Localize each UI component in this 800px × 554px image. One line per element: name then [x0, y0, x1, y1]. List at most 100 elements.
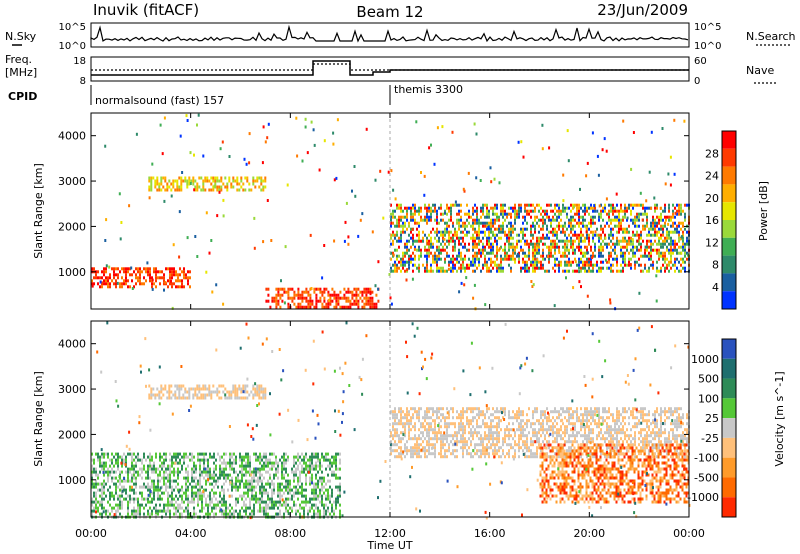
heatmap-cell — [612, 257, 614, 261]
heatmap-cell — [201, 509, 203, 513]
heatmap-cell — [257, 500, 259, 504]
heatmap-cell — [404, 455, 406, 459]
heatmap-cell — [668, 248, 670, 252]
heatmap-cell — [414, 437, 416, 441]
heatmap-cell — [480, 440, 482, 444]
heatmap-cell — [428, 425, 430, 429]
heatmap-cell — [313, 455, 315, 459]
heatmap-cell — [494, 236, 496, 240]
heatmap-cell — [608, 218, 610, 222]
heatmap-cell — [452, 233, 454, 237]
heatmap-cell — [309, 302, 312, 306]
heatmap-cell — [291, 509, 293, 513]
heatmap-cell — [430, 209, 432, 213]
heatmap-cell — [331, 464, 333, 468]
heatmap-cell — [229, 455, 231, 459]
heatmap-cell — [402, 410, 404, 414]
heatmap-cell — [231, 464, 233, 468]
heatmap-cell — [472, 269, 474, 273]
heatmap-cell — [293, 485, 295, 489]
heatmap-cell — [148, 196, 151, 200]
heatmap-cell — [616, 239, 618, 243]
heatmap-cell — [297, 302, 300, 306]
heatmap-cell — [150, 396, 153, 400]
heatmap-cell — [676, 227, 678, 231]
heatmap-cell — [440, 437, 442, 441]
heatmap-cell — [157, 270, 159, 274]
heatmap-cell — [293, 473, 295, 477]
heatmap-cell — [165, 452, 167, 456]
heatmap-cell — [170, 396, 173, 400]
heatmap-cell — [432, 257, 434, 261]
heatmap-cell — [332, 142, 335, 146]
heatmap-cell — [169, 473, 171, 477]
heatmap-cell — [476, 236, 478, 240]
heatmap-cell — [648, 239, 650, 243]
heatmap-cell — [137, 276, 139, 280]
heatmap-cell — [141, 485, 143, 489]
heatmap-cell — [662, 242, 664, 246]
heatmap-cell — [612, 227, 614, 231]
heatmap-cell — [492, 224, 494, 228]
heatmap-cell — [295, 509, 297, 513]
heatmap-cell — [547, 255, 549, 259]
heatmap-cell — [510, 224, 512, 228]
heatmap-cell — [458, 203, 460, 207]
heatmap-cell — [460, 419, 462, 423]
heatmap-cell — [616, 224, 618, 228]
heatmap-cell — [426, 410, 428, 414]
heatmap-cell — [311, 503, 313, 507]
heatmap-cell — [472, 233, 474, 237]
heatmap-cell — [173, 452, 175, 456]
heatmap-cell — [538, 209, 540, 213]
heatmap-cell — [490, 230, 492, 234]
heatmap-cell — [608, 266, 610, 270]
heatmap-cell — [474, 218, 476, 222]
heatmap-cell — [201, 503, 203, 507]
heatmap-cell — [256, 393, 259, 397]
heatmap-cell — [434, 425, 436, 429]
heatmap-cell — [442, 218, 444, 222]
heatmap-cell — [570, 263, 572, 267]
heatmap-cell — [430, 266, 432, 270]
heatmap-cell — [169, 270, 171, 274]
heatmap-cell — [168, 396, 171, 400]
heatmap-cell — [490, 437, 492, 441]
heatmap-cell — [95, 491, 97, 495]
heatmap-cell — [239, 458, 241, 462]
heatmap-cell — [283, 473, 285, 477]
heatmap-cell — [630, 218, 632, 222]
heatmap-cell — [241, 470, 243, 474]
heatmap-cell — [218, 384, 221, 388]
heatmap-cell — [450, 257, 452, 261]
heatmap-cell — [331, 287, 334, 291]
heatmap-cell — [564, 221, 566, 225]
heatmap-cell — [632, 251, 634, 255]
heatmap-cell — [392, 443, 394, 447]
heatmap-cell — [460, 446, 462, 450]
heatmap-cell — [218, 179, 221, 183]
heatmap-cell — [486, 236, 488, 240]
heatmap-cell — [301, 458, 303, 462]
heatmap-cell — [103, 479, 105, 483]
heatmap-cell — [396, 248, 398, 252]
heatmap-cell — [345, 290, 348, 294]
heatmap-cell — [253, 216, 256, 220]
heatmap-cell — [269, 500, 271, 504]
heatmap-cell — [666, 245, 668, 249]
heatmap-cell — [622, 239, 624, 243]
heatmap-cell — [488, 440, 490, 444]
heatmap-cell — [644, 227, 646, 231]
heatmap-cell — [264, 393, 267, 397]
heatmap-cell — [184, 390, 187, 394]
heatmap-cell — [410, 446, 412, 450]
heatmap-cell — [153, 267, 155, 271]
heatmap-cell — [430, 452, 432, 456]
heatmap-cell — [99, 488, 101, 492]
heatmap-cell — [222, 198, 225, 202]
heatmap-cell — [321, 476, 323, 480]
heatmap-cell — [458, 239, 460, 243]
heatmap-cell — [464, 437, 466, 441]
heatmap-cell — [664, 209, 666, 213]
heatmap-cell — [223, 491, 225, 495]
